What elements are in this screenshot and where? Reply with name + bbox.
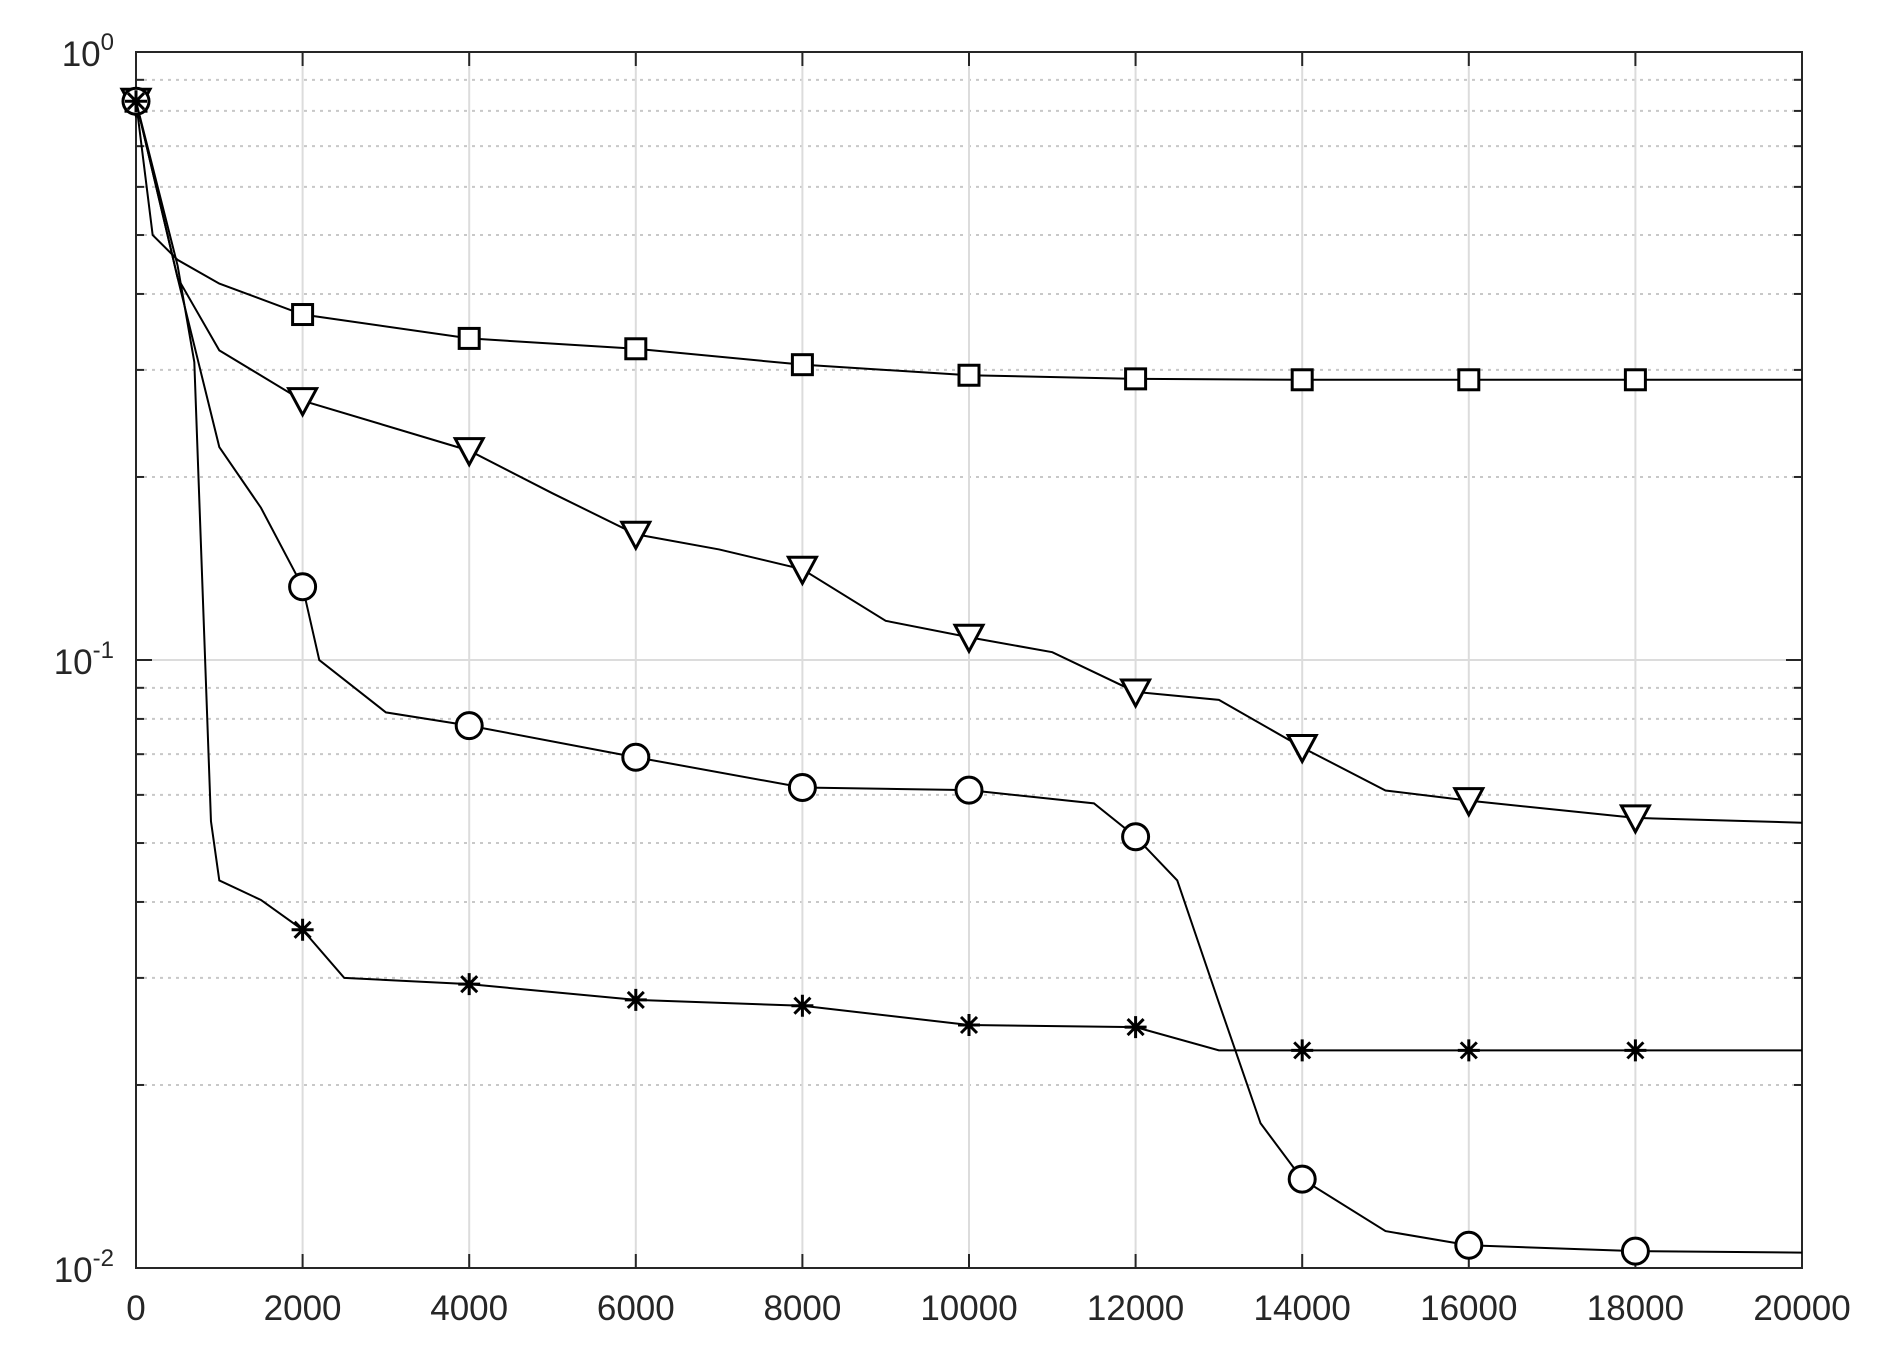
marker (1124, 367, 1148, 391)
x-tick-label: 12000 (1087, 1289, 1184, 1328)
marker (1623, 368, 1647, 392)
y-tick-label: 10-2 (54, 1245, 114, 1290)
marker (125, 90, 147, 113)
series-line (135, 101, 1802, 381)
marker (785, 555, 819, 587)
x-tick-label: 4000 (430, 1289, 508, 1328)
marker (1452, 787, 1486, 818)
marker (624, 988, 647, 1011)
marker (1290, 368, 1314, 392)
marker (1618, 804, 1652, 836)
marker (791, 994, 814, 1017)
marker (452, 437, 486, 468)
marker (952, 623, 986, 655)
x-tick-label: 6000 (597, 1289, 675, 1328)
marker (1291, 1039, 1314, 1062)
series-line (135, 100, 1802, 1052)
marker (1620, 1236, 1650, 1266)
marker (286, 387, 320, 418)
y-tick-exponent: -2 (93, 1245, 114, 1272)
x-tick-label: 2000 (264, 1289, 342, 1328)
marker (454, 711, 484, 741)
x-tick-label: 14000 (1254, 1289, 1351, 1328)
x-tick-label: 16000 (1420, 1289, 1517, 1328)
marker (458, 973, 481, 996)
y-tick-base: 10 (54, 1251, 93, 1290)
marker (1119, 678, 1153, 710)
x-tick-label: 0 (126, 1289, 145, 1328)
x-tick-label: 8000 (763, 1289, 841, 1328)
marker (954, 775, 984, 805)
marker (624, 337, 648, 361)
marker (1624, 1039, 1647, 1062)
marker (1457, 368, 1481, 392)
marker (1124, 1016, 1147, 1039)
x-tick-label: 18000 (1587, 1289, 1684, 1328)
marker (291, 918, 314, 941)
marker (1121, 822, 1151, 852)
y-tick-base: 10 (62, 35, 101, 74)
marker (1285, 733, 1319, 765)
y-tick-exponent: 0 (101, 29, 114, 56)
marker (1287, 1164, 1317, 1194)
marker (619, 520, 653, 552)
marker (790, 353, 814, 377)
x-tick-label: 20000 (1753, 1289, 1850, 1328)
marker (957, 363, 981, 387)
y-tick-label: 100 (62, 29, 114, 74)
marker (1457, 1039, 1480, 1062)
marker (291, 303, 315, 327)
y-tick-label: 10-1 (54, 637, 114, 682)
marker (621, 742, 651, 772)
marker (958, 1014, 980, 1036)
marker (787, 773, 817, 803)
marker (457, 326, 481, 350)
marker (288, 572, 318, 602)
y-tick-exponent: -1 (93, 637, 114, 664)
x-tick-label: 10000 (920, 1289, 1017, 1328)
plot-frame (135, 51, 1803, 1269)
marker (1454, 1230, 1484, 1260)
y-tick-base: 10 (54, 643, 93, 682)
